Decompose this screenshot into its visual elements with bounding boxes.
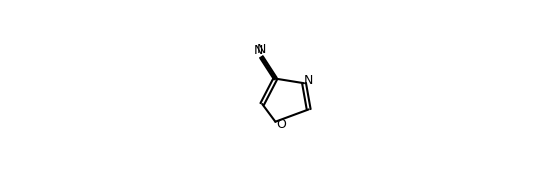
Text: N: N [256, 43, 266, 56]
Text: N: N [304, 74, 314, 87]
Text: O: O [277, 118, 287, 131]
Text: N: N [254, 44, 263, 57]
